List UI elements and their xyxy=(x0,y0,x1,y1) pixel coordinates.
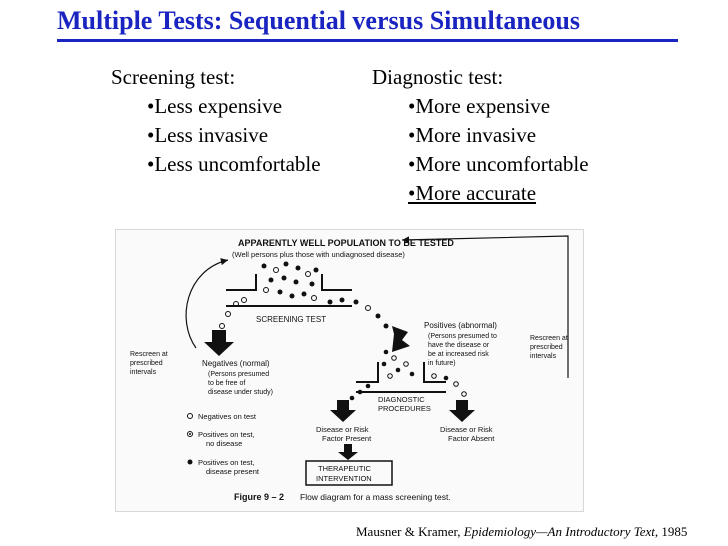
rescreen-left-line: prescribed xyxy=(130,360,163,367)
rescreen-left-line: Rescreen at xyxy=(130,351,168,358)
rescreen-right-arrow xyxy=(401,235,569,378)
legend-positives-disease: disease present xyxy=(206,467,260,476)
positive-dots xyxy=(349,349,467,401)
positives-line: have the disease or xyxy=(428,342,490,349)
citation-authors: Mausner & Kramer, xyxy=(356,524,461,539)
diagnostic-heading: Diagnostic test: xyxy=(372,65,504,89)
diagnostic-column: Diagnostic test: •More expensive •More i… xyxy=(372,63,589,208)
rescreen-right-line: prescribed xyxy=(530,344,563,351)
negatives-arrow xyxy=(204,330,234,356)
positives-heading: Positives (abnormal) xyxy=(424,321,497,330)
title-underline xyxy=(57,39,678,42)
absent-label: Factor Absent xyxy=(448,434,495,443)
diagnostic-item: •More uncomfortable xyxy=(408,152,589,176)
legend: Negatives on test Positives on test, no … xyxy=(187,412,260,476)
present-arrow xyxy=(330,400,356,422)
diagnostic-list: •More expensive •More invasive •More unc… xyxy=(372,92,589,208)
diagnostic-label: PROCEDURES xyxy=(378,404,431,413)
rescreen-right-line: intervals xyxy=(530,353,557,360)
therapeutic-arrow xyxy=(338,444,358,460)
legend-positives-no-disease: Positives on test, xyxy=(198,430,255,439)
negatives-line: disease under study) xyxy=(208,389,273,396)
absent-label: Disease or Risk xyxy=(440,425,493,434)
legend-positives-disease: Positives on test, xyxy=(198,458,255,467)
rescreen-right-line: Rescreen at xyxy=(530,335,568,342)
positives-line: be at increased risk xyxy=(428,351,489,358)
population-subtitle: (Well persons plus those with undiagnose… xyxy=(232,250,405,259)
population-dots xyxy=(219,261,389,329)
rescreen-left-line: intervals xyxy=(130,369,157,376)
figure-caption: Flow diagram for a mass screening test. xyxy=(300,492,451,502)
present-label: Disease or Risk xyxy=(316,425,369,434)
screening-test-label: SCREENING TEST xyxy=(256,315,326,324)
screening-column: Screening test: •Less expensive •Less in… xyxy=(111,63,321,179)
screening-flow-diagram: APPARENTLY WELL POPULATION TO BE TESTED … xyxy=(115,229,584,512)
legend-positives-no-disease: no disease xyxy=(206,439,242,448)
diagnostic-item: •More expensive xyxy=(408,94,551,118)
therapeutic-label: THERAPEUTIC xyxy=(318,464,372,473)
positives-line: (Persons presumed to xyxy=(428,333,497,340)
citation: Mausner & Kramer, Epidemiology—An Introd… xyxy=(356,524,687,540)
screening-heading: Screening test: xyxy=(111,65,236,89)
therapeutic-label: INTERVENTION xyxy=(316,474,372,483)
negatives-line: (Persons presumed xyxy=(208,371,269,378)
therapeutic-box xyxy=(305,460,393,486)
diagnostic-item: •More invasive xyxy=(408,123,537,147)
citation-year: , 1985 xyxy=(654,524,688,539)
screening-item: •Less expensive xyxy=(147,94,283,118)
rescreen-left-arrow xyxy=(185,258,229,349)
slide-title: Multiple Tests: Sequential versus Simult… xyxy=(57,6,580,35)
diagnostic-funnel xyxy=(356,362,446,383)
negatives-line: to be free of xyxy=(208,380,245,387)
negatives-heading: Negatives (normal) xyxy=(202,359,270,368)
citation-work: Epidemiology—An Introductory Text xyxy=(463,524,655,539)
positives-arrow xyxy=(392,326,410,352)
legend-negatives: Negatives on test xyxy=(198,412,257,421)
diagnostic-item-accurate: •More accurate xyxy=(408,181,537,205)
positives-line: in future) xyxy=(428,360,456,367)
population-title: APPARENTLY WELL POPULATION TO BE TESTED xyxy=(238,238,454,248)
screening-list: •Less expensive •Less invasive •Less unc… xyxy=(111,92,321,179)
figure-number: Figure 9 – 2 xyxy=(234,492,284,502)
absent-arrow xyxy=(449,400,475,422)
present-label: Factor Present xyxy=(322,434,372,443)
screening-funnel xyxy=(226,274,352,291)
diagnostic-label: DIAGNOSTIC xyxy=(378,395,425,404)
screening-item: •Less uncomfortable xyxy=(147,152,321,176)
screening-item: •Less invasive xyxy=(147,123,269,147)
